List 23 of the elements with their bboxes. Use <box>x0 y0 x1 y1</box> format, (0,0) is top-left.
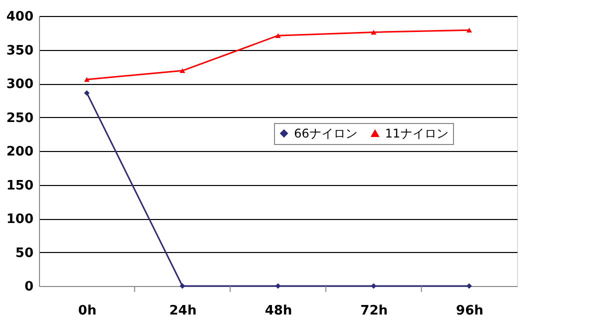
point <box>370 30 376 35</box>
y-tick-label: 350 <box>6 43 34 58</box>
y-tick-label: 300 <box>6 77 34 92</box>
point <box>275 33 281 38</box>
y-tick-label: 50 <box>15 246 34 261</box>
point <box>180 68 186 74</box>
legend-label: 66ナイロン <box>294 126 358 140</box>
y-tick-label: 150 <box>6 178 34 194</box>
point <box>84 90 90 96</box>
point <box>275 283 281 289</box>
point <box>466 28 472 33</box>
x-tick-label: 0h <box>78 304 96 318</box>
x-tick-label: 24h <box>169 304 197 318</box>
point <box>84 77 90 82</box>
x-tick-label: 48h <box>264 304 292 318</box>
legend-label: 11ナイロン <box>385 126 448 140</box>
x-tick-label: 96h <box>456 304 484 318</box>
y-tick-label: 400 <box>6 10 34 24</box>
y-tick-label: 250 <box>6 110 34 126</box>
x-tick-label: 72h <box>360 304 388 318</box>
y-tick-label: 200 <box>6 144 34 160</box>
y-tick-label: 0 <box>24 280 34 294</box>
y-tick-label: 100 <box>6 212 34 227</box>
